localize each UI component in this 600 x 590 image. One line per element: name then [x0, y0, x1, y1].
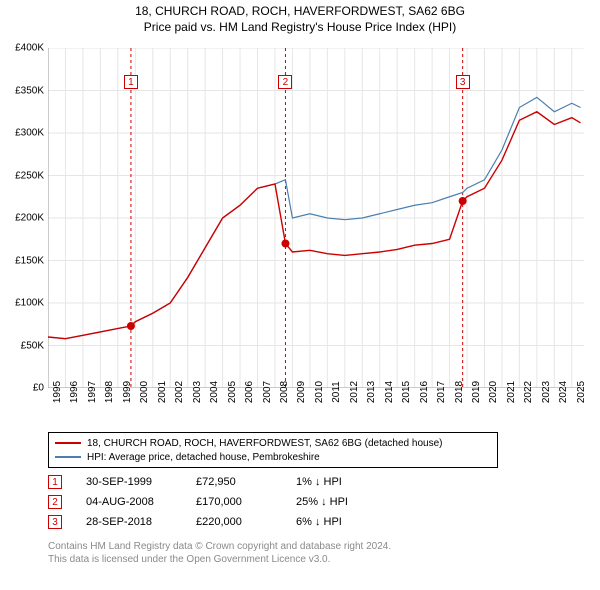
event-row: 1 30-SEP-1999 £72,950 1% ↓ HPI	[48, 472, 584, 492]
y-tick-label: £0	[33, 383, 44, 394]
x-tick-label: 1997	[87, 381, 98, 403]
x-tick-label: 2021	[506, 381, 517, 403]
x-tick-label: 2006	[244, 381, 255, 403]
y-tick-label: £250K	[15, 170, 44, 181]
x-tick-label: 2015	[401, 381, 412, 403]
event-price: £170,000	[196, 496, 296, 508]
y-tick-label: £100K	[15, 298, 44, 309]
x-tick-label: 2025	[576, 381, 587, 403]
event-note: 6% ↓ HPI	[296, 516, 416, 528]
legend-swatch	[55, 442, 81, 444]
x-tick-label: 2017	[436, 381, 447, 403]
event-price: £220,000	[196, 516, 296, 528]
event-date: 04-AUG-2008	[86, 496, 196, 508]
x-axis: 1995199619971998199920002001200220032004…	[48, 388, 584, 432]
events-table: 1 30-SEP-1999 £72,950 1% ↓ HPI 2 04-AUG-…	[48, 472, 584, 532]
chart-plot	[48, 48, 584, 388]
y-tick-label: £300K	[15, 128, 44, 139]
event-marker-icon: 1	[48, 475, 62, 489]
x-tick-label: 2007	[262, 381, 273, 403]
legend-swatch	[55, 456, 81, 458]
event-marker-icon: 2	[48, 495, 62, 509]
y-tick-label: £150K	[15, 255, 44, 266]
y-tick-label: £400K	[15, 43, 44, 54]
x-tick-label: 2008	[279, 381, 290, 403]
x-tick-label: 2019	[471, 381, 482, 403]
title-address: 18, CHURCH ROAD, ROCH, HAVERFORDWEST, SA…	[10, 4, 590, 18]
chart-marker-icon: 2	[278, 75, 292, 89]
y-tick-label: £350K	[15, 85, 44, 96]
x-tick-label: 2013	[366, 381, 377, 403]
footer-line: This data is licensed under the Open Gov…	[48, 553, 548, 566]
legend-item: 18, CHURCH ROAD, ROCH, HAVERFORDWEST, SA…	[55, 436, 491, 450]
x-tick-label: 2016	[419, 381, 430, 403]
y-tick-label: £200K	[15, 213, 44, 224]
x-tick-label: 2011	[331, 381, 342, 403]
chart-title-block: 18, CHURCH ROAD, ROCH, HAVERFORDWEST, SA…	[0, 0, 600, 36]
event-price: £72,950	[196, 476, 296, 488]
x-tick-label: 2003	[192, 381, 203, 403]
x-tick-label: 2018	[454, 381, 465, 403]
x-tick-label: 2001	[157, 381, 168, 403]
y-tick-label: £50K	[21, 340, 44, 351]
event-date: 30-SEP-1999	[86, 476, 196, 488]
x-tick-label: 1999	[122, 381, 133, 403]
x-tick-label: 2004	[209, 381, 220, 403]
x-tick-label: 2010	[314, 381, 325, 403]
x-tick-label: 2012	[349, 381, 360, 403]
title-subtitle: Price paid vs. HM Land Registry's House …	[10, 20, 590, 34]
x-tick-label: 1998	[104, 381, 115, 403]
legend-item: HPI: Average price, detached house, Pemb…	[55, 450, 491, 464]
x-tick-label: 2009	[296, 381, 307, 403]
y-axis: £0£50K£100K£150K£200K£250K£300K£350K£400…	[0, 48, 48, 388]
x-tick-label: 2020	[488, 381, 499, 403]
x-tick-label: 2000	[139, 381, 150, 403]
legend: 18, CHURCH ROAD, ROCH, HAVERFORDWEST, SA…	[48, 432, 498, 468]
footer-line: Contains HM Land Registry data © Crown c…	[48, 540, 548, 553]
chart-area: 1 2 3	[48, 48, 584, 388]
x-tick-label: 2023	[541, 381, 552, 403]
x-tick-label: 2002	[174, 381, 185, 403]
chart-marker-icon: 1	[124, 75, 138, 89]
legend-label: HPI: Average price, detached house, Pemb…	[87, 452, 320, 463]
event-row: 2 04-AUG-2008 £170,000 25% ↓ HPI	[48, 492, 584, 512]
event-date: 28-SEP-2018	[86, 516, 196, 528]
x-tick-label: 1995	[52, 381, 63, 403]
event-note: 1% ↓ HPI	[296, 476, 416, 488]
event-row: 3 28-SEP-2018 £220,000 6% ↓ HPI	[48, 512, 584, 532]
x-tick-label: 2014	[384, 381, 395, 403]
x-tick-label: 2024	[558, 381, 569, 403]
event-note: 25% ↓ HPI	[296, 496, 416, 508]
chart-marker-icon: 3	[456, 75, 470, 89]
legend-label: 18, CHURCH ROAD, ROCH, HAVERFORDWEST, SA…	[87, 438, 442, 449]
x-tick-label: 2022	[523, 381, 534, 403]
footer-attribution: Contains HM Land Registry data © Crown c…	[48, 540, 548, 566]
x-tick-label: 1996	[69, 381, 80, 403]
x-tick-label: 2005	[227, 381, 238, 403]
event-marker-icon: 3	[48, 515, 62, 529]
